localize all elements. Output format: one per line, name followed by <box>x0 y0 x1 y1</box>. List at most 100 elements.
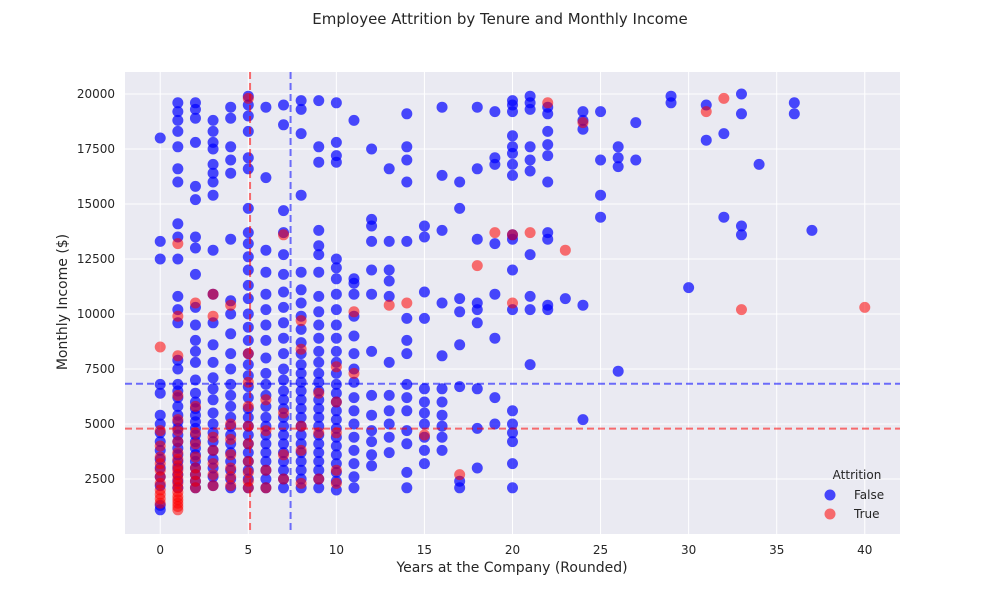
scatter-point-false <box>278 286 290 298</box>
scatter-point-false <box>383 447 395 459</box>
scatter-point-false <box>401 312 413 324</box>
y-tick-label: 5000 <box>84 417 115 431</box>
scatter-point-false <box>278 205 290 217</box>
y-axis-label: Monthly Income ($) <box>55 234 71 370</box>
x-axis-label: Years at the Company (Rounded) <box>395 560 627 576</box>
scatter-point-false <box>242 293 254 305</box>
scatter-point-false <box>436 383 448 395</box>
scatter-point-false <box>189 231 201 243</box>
scatter-point-false <box>542 227 554 239</box>
scatter-point-false <box>489 288 501 300</box>
scatter-point-false <box>507 458 518 470</box>
scatter-point-false <box>207 167 219 179</box>
scatter-point-false <box>278 438 290 450</box>
scatter-point-false <box>295 464 307 476</box>
scatter-point-false <box>524 290 536 302</box>
scatter-point-false <box>348 405 360 417</box>
scatter-point-true <box>189 438 201 450</box>
scatter-point-false <box>753 158 765 170</box>
scatter-point-false <box>700 134 712 146</box>
scatter-point-false <box>454 339 466 351</box>
scatter-point-false <box>295 455 307 467</box>
scatter-point-false <box>295 385 307 397</box>
legend-swatch-false <box>824 489 836 501</box>
scatter-point-false <box>313 464 325 476</box>
scatter-point-false <box>242 227 254 239</box>
scatter-point-false <box>436 350 448 362</box>
scatter-point-true <box>154 451 166 463</box>
scatter-point-false <box>524 359 536 371</box>
scatter-point-false <box>401 154 413 166</box>
scatter-point-false <box>189 112 201 124</box>
scatter-point-false <box>225 348 237 360</box>
scatter-point-false <box>242 251 254 263</box>
scatter-point-false <box>189 387 201 399</box>
scatter-point-false <box>454 202 466 214</box>
scatter-point-false <box>313 156 325 168</box>
chart-title: Employee Attrition by Tenure and Monthly… <box>312 10 688 28</box>
scatter-point-true <box>330 427 342 439</box>
scatter-point-false <box>418 458 430 470</box>
scatter-point-false <box>401 438 413 450</box>
scatter-point-false <box>189 97 201 109</box>
scatter-point-true <box>172 447 184 459</box>
scatter-point-false <box>630 154 642 166</box>
scatter-point-false <box>348 376 360 388</box>
scatter-point-false <box>313 224 325 236</box>
scatter-point-false <box>524 90 536 102</box>
scatter-point-false <box>366 409 378 421</box>
scatter-point-false <box>260 319 272 331</box>
scatter-point-true <box>172 238 184 250</box>
scatter-point-false <box>401 176 413 188</box>
scatter-point-false <box>330 262 342 274</box>
scatter-point-true <box>189 451 201 463</box>
scatter-point-true <box>507 229 518 241</box>
scatter-point-true <box>401 297 413 309</box>
scatter-point-true <box>278 449 290 461</box>
scatter-point-false <box>383 275 395 287</box>
scatter-point-false <box>436 396 448 408</box>
scatter-point-true <box>225 433 237 445</box>
scatter-point-false <box>295 266 307 278</box>
scatter-point-true <box>330 477 342 489</box>
scatter-point-true <box>242 348 254 360</box>
scatter-point-false <box>788 108 800 120</box>
scatter-point-false <box>383 356 395 368</box>
scatter-point-true <box>225 480 237 492</box>
legend-label-true: True <box>853 507 880 521</box>
scatter-point-false <box>489 106 501 118</box>
scatter-point-true <box>154 440 166 452</box>
scatter-point-false <box>735 108 747 120</box>
scatter-point-true <box>559 244 571 256</box>
legend-swatch-true <box>824 508 836 520</box>
x-tick-label: 10 <box>329 543 344 557</box>
scatter-point-false <box>436 431 448 443</box>
scatter-point-false <box>295 128 307 140</box>
scatter-point-false <box>559 293 571 305</box>
scatter-point-false <box>507 130 518 142</box>
scatter-point-false <box>313 332 325 344</box>
x-tick-label: 5 <box>244 543 252 557</box>
scatter-point-true <box>330 464 342 476</box>
scatter-point-true <box>189 297 201 309</box>
scatter-point-false <box>313 306 325 318</box>
scatter-point-false <box>242 359 254 371</box>
scatter-point-false <box>242 163 254 175</box>
scatter-point-false <box>313 482 325 494</box>
scatter-point-false <box>313 438 325 450</box>
scatter-point-false <box>418 312 430 324</box>
y-tick-label: 15000 <box>77 197 115 211</box>
scatter-point-false <box>471 297 483 309</box>
scatter-point-true <box>542 97 554 109</box>
scatter-point-true <box>172 310 184 322</box>
scatter-point-false <box>207 244 219 256</box>
y-tick-label: 10000 <box>77 307 115 321</box>
scatter-point-false <box>330 440 342 452</box>
scatter-point-false <box>348 330 360 342</box>
x-tick-label: 25 <box>593 543 608 557</box>
scatter-point-false <box>418 383 430 395</box>
scatter-point-false <box>295 284 307 296</box>
scatter-point-false <box>401 348 413 360</box>
scatter-point-false <box>471 383 483 395</box>
scatter-point-false <box>507 141 518 153</box>
